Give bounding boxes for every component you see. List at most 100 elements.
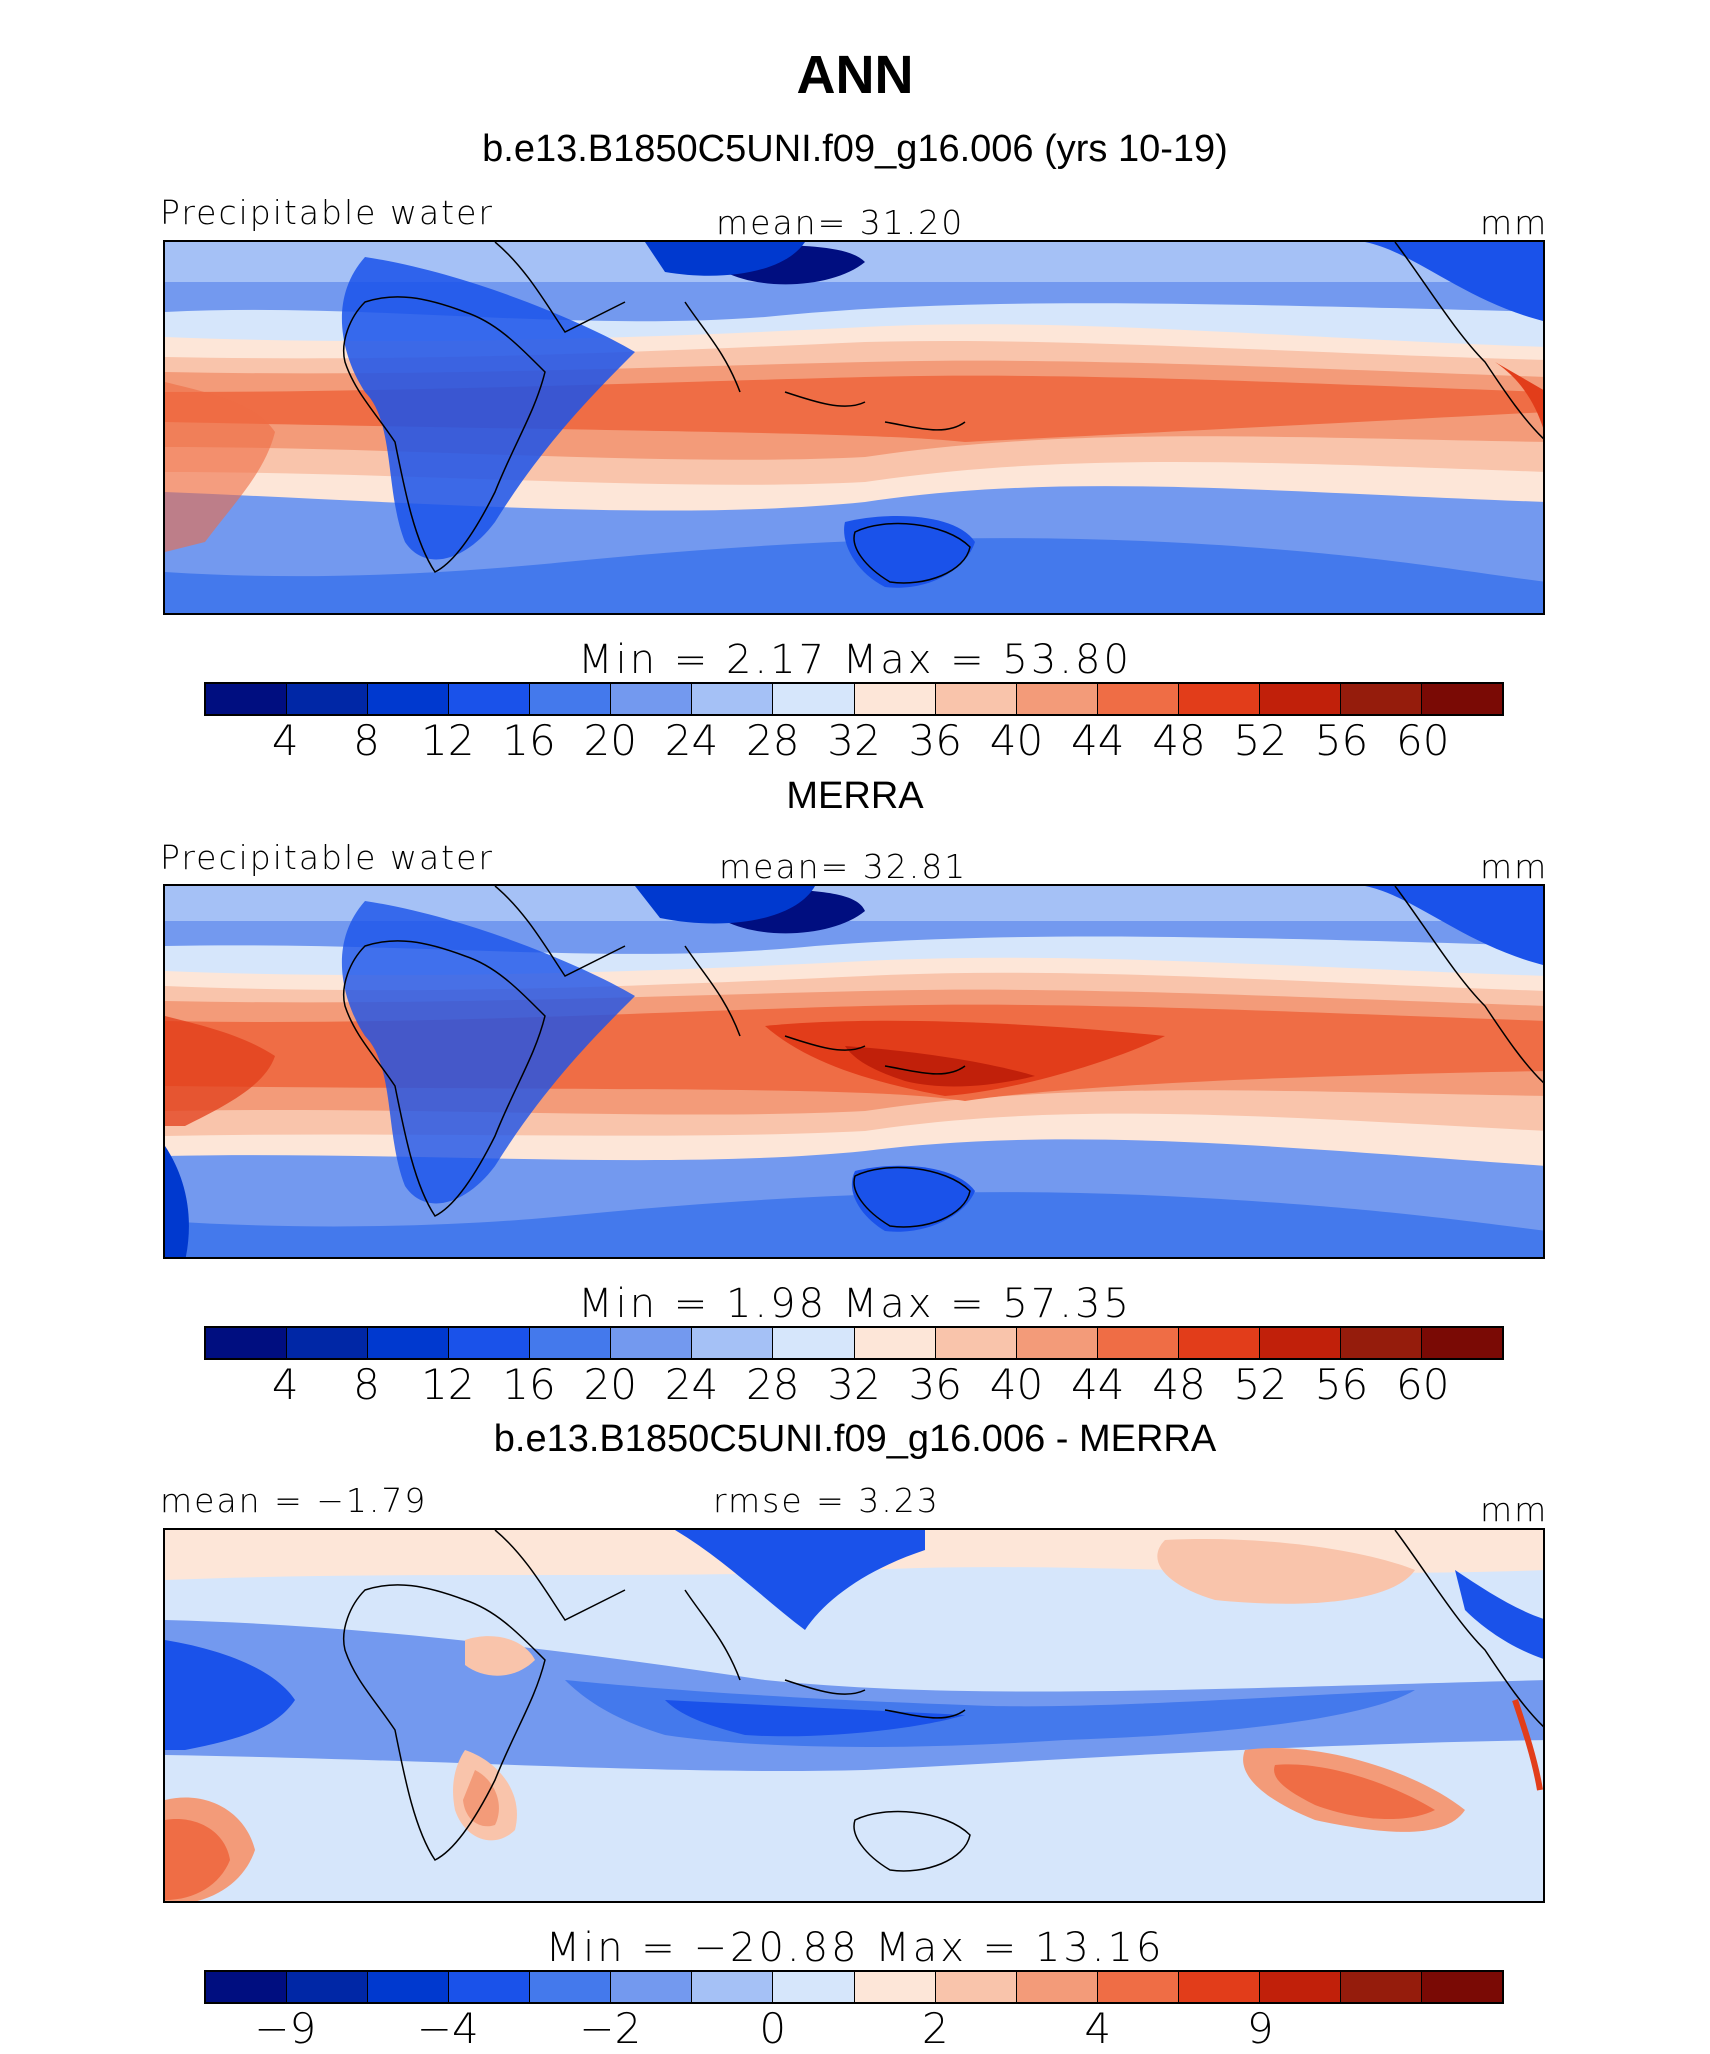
colorbar-box <box>530 1328 612 1358</box>
colorbar-box <box>206 1328 288 1358</box>
panel-1-colorbar-ticks: 4 8 12 16 20 24 28 32 36 40 44 48 52 56 60 <box>0 716 1710 766</box>
panel-1-map <box>163 240 1545 615</box>
colorbar-tick-label: −2 <box>579 2004 642 2053</box>
colorbar-box <box>206 1972 288 2002</box>
panel-2-title: MERRA <box>786 775 924 817</box>
colorbar-tick-label: 48 <box>1152 716 1206 765</box>
colorbar-box <box>287 1972 369 2002</box>
panel-3-contour-field <box>165 1530 1543 1901</box>
colorbar-tick-label: 20 <box>583 716 637 765</box>
panel-3-units: mm <box>1480 1490 1549 1529</box>
panel-1-variable-label: Precipitable water <box>160 193 494 232</box>
colorbar-tick-label: 4 <box>271 1360 299 1409</box>
colorbar-box <box>1097 684 1179 714</box>
colorbar-tick-label: 52 <box>1233 716 1287 765</box>
panel-2-min-max: Min = 1.98 Max = 57.35 <box>578 1281 1132 1327</box>
colorbar-tick-label: 12 <box>421 716 475 765</box>
panel-1-contour-field <box>165 242 1543 613</box>
colorbar-box <box>773 1328 855 1358</box>
colorbar-box <box>1097 1972 1179 2002</box>
colorbar-box <box>1259 1972 1341 2002</box>
colorbar-tick-label: 4 <box>1084 2004 1112 2053</box>
colorbar-tick-label: 0 <box>759 2004 787 2053</box>
colorbar-box <box>1097 1328 1179 1358</box>
panel-3-colorbar-ticks: −9 −4 −2 0 2 4 9 <box>0 2004 1710 2054</box>
colorbar-tick-label: 56 <box>1314 1360 1369 1409</box>
colorbar-box <box>935 1972 1017 2002</box>
panel-2-variable-label: Precipitable water <box>160 838 494 877</box>
colorbar-box <box>368 1972 450 2002</box>
colorbar-tick-label: 40 <box>989 716 1044 765</box>
colorbar-box <box>1421 684 1502 714</box>
panel-1-min-max: Min = 2.17 Max = 53.80 <box>578 637 1132 683</box>
panel-3-rmse-label: rmse = 3.23 <box>713 1481 940 1520</box>
colorbar-box <box>1016 1328 1098 1358</box>
panel-1-units: mm <box>1480 203 1549 242</box>
colorbar-box <box>692 1328 774 1358</box>
panel-2-map <box>163 884 1545 1259</box>
colorbar-tick-label: 60 <box>1396 1360 1450 1409</box>
colorbar-box <box>611 1972 693 2002</box>
colorbar-box <box>368 684 450 714</box>
colorbar-box <box>935 684 1017 714</box>
colorbar-tick-label: 9 <box>1246 2004 1274 2053</box>
colorbar-tick-label: 36 <box>908 716 962 765</box>
colorbar-tick-label: 16 <box>502 716 556 765</box>
panel-3-mean-label: mean = −1.79 <box>160 1481 428 1520</box>
colorbar-box <box>611 684 693 714</box>
colorbar-box <box>1340 1972 1422 2002</box>
panel-3-min-max: Min = −20.88 Max = 13.16 <box>545 1925 1165 1971</box>
colorbar-box <box>1178 684 1260 714</box>
panel-1-colorbar <box>204 682 1504 716</box>
colorbar-box <box>611 1328 693 1358</box>
colorbar-box <box>1421 1328 1502 1358</box>
colorbar-box <box>1259 1328 1341 1358</box>
colorbar-tick-label: −9 <box>254 2004 317 2053</box>
figure-title: ANN <box>796 45 914 105</box>
colorbar-tick-label: 20 <box>583 1360 637 1409</box>
colorbar-box <box>1340 1328 1422 1358</box>
colorbar-box <box>1421 1972 1502 2002</box>
colorbar-tick-label: 40 <box>989 1360 1044 1409</box>
colorbar-tick-label: 36 <box>908 1360 962 1409</box>
colorbar-tick-label: 8 <box>353 716 380 765</box>
colorbar-tick-label: 24 <box>664 716 719 765</box>
colorbar-tick-label: 60 <box>1396 716 1450 765</box>
panel-3-title: b.e13.B1850C5UNI.f09_g16.006 - MERRA <box>493 1418 1217 1460</box>
colorbar-box <box>1340 684 1422 714</box>
colorbar-tick-label: 24 <box>664 1360 719 1409</box>
panel-3-colorbar <box>204 1970 1504 2004</box>
colorbar-box <box>854 1328 936 1358</box>
colorbar-box <box>206 684 288 714</box>
colorbar-tick-label: 16 <box>502 1360 556 1409</box>
panel-1-title: b.e13.B1850C5UNI.f09_g16.006 (yrs 10-19) <box>482 128 1228 170</box>
panel-2-units: mm <box>1480 847 1549 886</box>
colorbar-tick-label: 2 <box>921 2004 949 2053</box>
colorbar-box <box>449 1328 531 1358</box>
colorbar-tick-label: 32 <box>827 716 881 765</box>
colorbar-box <box>692 684 774 714</box>
colorbar-tick-label: 28 <box>746 716 800 765</box>
colorbar-box <box>1016 1972 1098 2002</box>
colorbar-box <box>1178 1328 1260 1358</box>
colorbar-box <box>692 1972 774 2002</box>
colorbar-box <box>368 1328 450 1358</box>
colorbar-box <box>935 1328 1017 1358</box>
colorbar-tick-label: 48 <box>1152 1360 1206 1409</box>
colorbar-tick-label: 8 <box>353 1360 380 1409</box>
panel-2-mean-label: mean= 32.81 <box>719 847 968 886</box>
colorbar-tick-label: 44 <box>1071 1360 1125 1409</box>
panel-1-mean-label: mean= 31.20 <box>716 203 965 242</box>
panel-2-colorbar-ticks: 4 8 12 16 20 24 28 32 36 40 44 48 52 56 60 <box>0 1360 1710 1410</box>
panel-2-contour-field <box>165 886 1543 1257</box>
colorbar-box <box>1259 684 1341 714</box>
colorbar-tick-label: 32 <box>827 1360 881 1409</box>
colorbar-box <box>449 1972 531 2002</box>
colorbar-box <box>1178 1972 1260 2002</box>
panel-3-map <box>163 1528 1545 1903</box>
colorbar-box <box>854 1972 936 2002</box>
colorbar-box <box>1016 684 1098 714</box>
colorbar-tick-label: 44 <box>1071 716 1125 765</box>
colorbar-box <box>854 684 936 714</box>
colorbar-box <box>530 1972 612 2002</box>
